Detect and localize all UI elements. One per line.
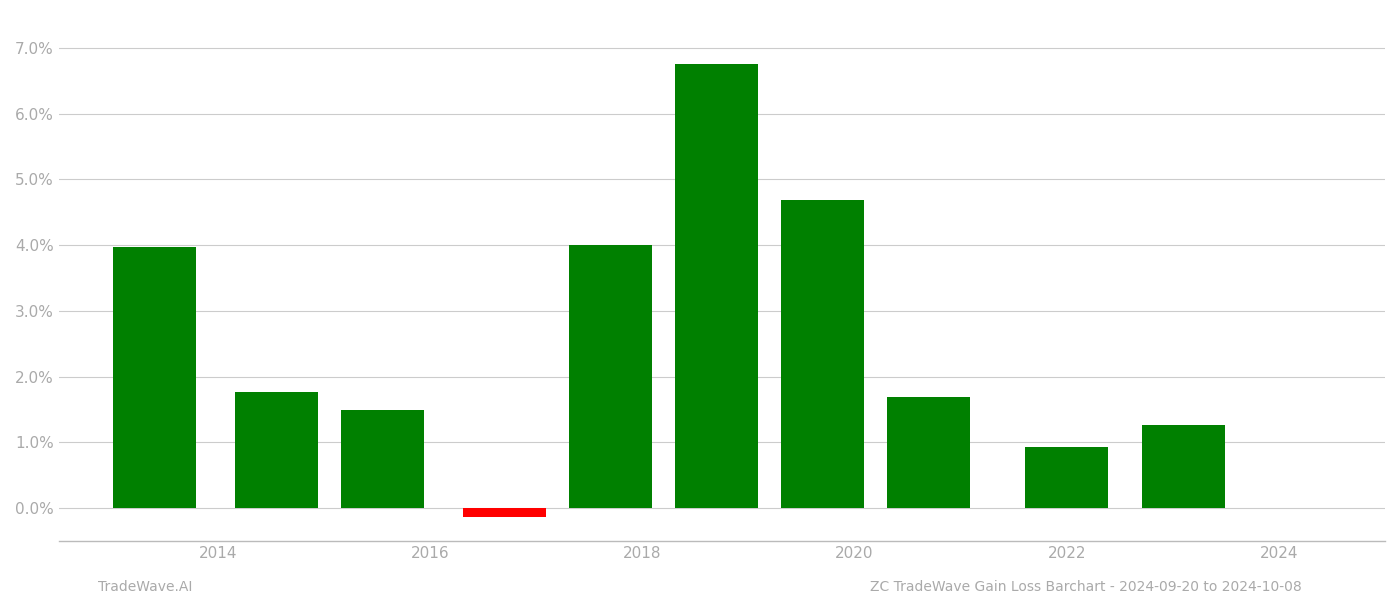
Text: ZC TradeWave Gain Loss Barchart - 2024-09-20 to 2024-10-08: ZC TradeWave Gain Loss Barchart - 2024-0…: [871, 580, 1302, 594]
Bar: [888, 397, 970, 508]
Bar: [568, 245, 652, 508]
Text: TradeWave.AI: TradeWave.AI: [98, 580, 192, 594]
Bar: [113, 247, 196, 508]
Bar: [342, 410, 424, 508]
Bar: [1025, 447, 1107, 508]
Bar: [675, 64, 757, 508]
Bar: [1142, 425, 1225, 508]
Bar: [463, 508, 546, 517]
Bar: [235, 392, 318, 508]
Bar: [781, 200, 864, 508]
